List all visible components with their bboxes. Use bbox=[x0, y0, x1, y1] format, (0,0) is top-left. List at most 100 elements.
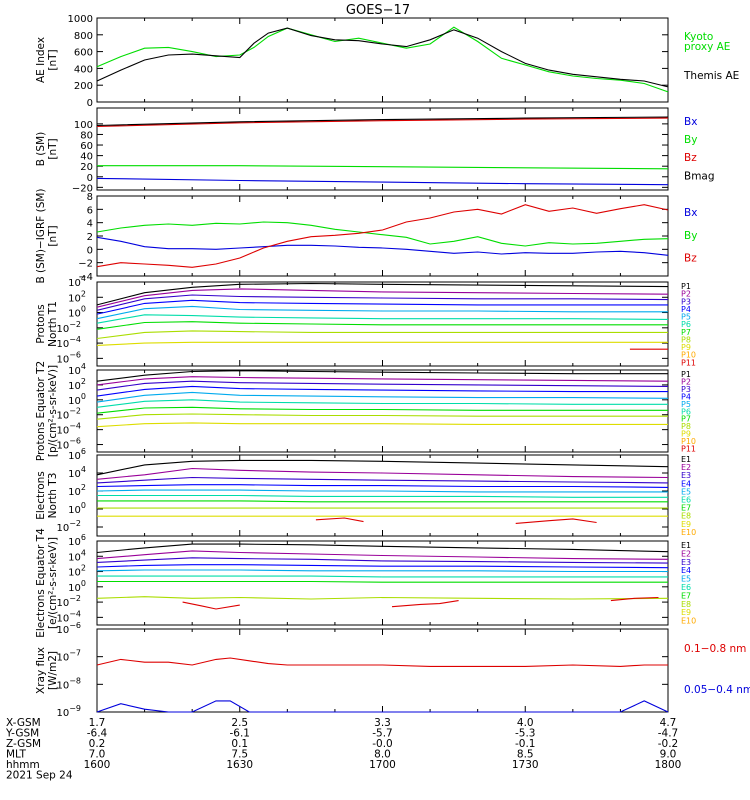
series-line bbox=[96, 116, 669, 127]
y-tick-label: 10−7 bbox=[56, 649, 81, 664]
panel-dbs: −4 −2 0 2 4 6 8 B (SM)−IGRF (SM) [nT] Bx By Bz bbox=[35, 188, 697, 283]
legend-label: E2 bbox=[681, 549, 691, 558]
legend-label: By bbox=[684, 230, 697, 242]
legend-label: 0.05−0.4 nm bbox=[684, 684, 750, 696]
legend-label: E8 bbox=[681, 600, 691, 609]
legend-label: P6 bbox=[681, 407, 691, 416]
y-tick-label: 0 bbox=[87, 98, 93, 109]
y-tick-label: 104 bbox=[68, 548, 86, 563]
series-line bbox=[97, 500, 668, 503]
y-tick-label: 600 bbox=[74, 48, 93, 59]
y-tick-label: 100 bbox=[74, 120, 93, 131]
y-tick-label: 100 bbox=[68, 501, 86, 516]
legend-label: P9 bbox=[681, 430, 691, 439]
series-fragment bbox=[515, 518, 597, 524]
series-line bbox=[96, 314, 669, 324]
series-fragment bbox=[391, 600, 459, 608]
x-row-value: -0.2 bbox=[658, 738, 679, 750]
x-row-value: 7.0 bbox=[89, 749, 106, 761]
y-tick-label: 104 bbox=[68, 465, 86, 480]
series-line bbox=[96, 305, 668, 320]
series-line bbox=[96, 330, 668, 340]
legend-label: P5 bbox=[681, 400, 691, 409]
series-line bbox=[96, 282, 669, 306]
y-tick-label: 40 bbox=[80, 152, 93, 163]
series-line bbox=[96, 27, 669, 88]
legend-label: Bmag bbox=[684, 170, 715, 182]
series-fragment bbox=[315, 517, 364, 523]
series-line bbox=[97, 494, 668, 498]
series-fragment bbox=[182, 601, 240, 610]
panel-frame bbox=[96, 17, 669, 103]
y-tick-label: 8 bbox=[87, 192, 93, 203]
x-row-value: -6.1 bbox=[230, 728, 251, 740]
series-line bbox=[96, 376, 669, 386]
legend-label: E3 bbox=[681, 558, 691, 567]
legend-label: Kyoto bbox=[684, 31, 713, 43]
legend-label: P3 bbox=[681, 297, 691, 306]
x-row-value: 8.0 bbox=[374, 749, 391, 761]
legend-label: Bz bbox=[684, 253, 697, 265]
x-row-value: 1730 bbox=[512, 759, 539, 771]
series-line bbox=[96, 413, 668, 420]
series-line bbox=[96, 476, 669, 484]
legend-label: Bx bbox=[684, 116, 697, 128]
x-row-value: 0.2 bbox=[89, 738, 106, 750]
y-axis-label: [nT] bbox=[47, 49, 59, 70]
legend-label: P10 bbox=[681, 437, 696, 446]
legend-label: P1 bbox=[681, 282, 691, 291]
y-tick-label: 104 bbox=[68, 362, 86, 377]
legend-label: E7 bbox=[681, 591, 691, 600]
y-axis-label: AE Index bbox=[35, 37, 47, 83]
legend-label: E6 bbox=[681, 496, 691, 505]
series-line bbox=[96, 221, 669, 247]
y-tick-label: 104 bbox=[68, 274, 86, 289]
legend-label: E8 bbox=[681, 512, 691, 521]
legend-label: P1 bbox=[681, 370, 691, 379]
x-row-value: 4.7 bbox=[660, 717, 677, 729]
legend-label: P7 bbox=[681, 415, 691, 424]
series-line bbox=[96, 467, 669, 480]
legend-label: E5 bbox=[681, 575, 691, 584]
x-row-label: hhmm bbox=[6, 759, 40, 771]
legend-label: P8 bbox=[681, 422, 691, 431]
series-line bbox=[97, 580, 668, 583]
x-row-value: -0.1 bbox=[515, 738, 536, 750]
legend-label: E1 bbox=[681, 541, 691, 550]
legend-label: P9 bbox=[681, 343, 691, 352]
y-axis-label: [e/(cm²-s-sr-keV)] bbox=[47, 537, 59, 629]
y-tick-label: 10−4 bbox=[56, 422, 81, 437]
series-line bbox=[96, 569, 668, 573]
y-tick-label: 200 bbox=[74, 81, 93, 92]
y-tick-label: 60 bbox=[80, 141, 93, 152]
y-tick-label: 10−6 bbox=[56, 350, 81, 365]
x-row-value: 4.0 bbox=[517, 717, 534, 729]
y-tick-label: 102 bbox=[68, 377, 86, 392]
series-line bbox=[96, 380, 669, 391]
y-axis-label: [nT] bbox=[47, 138, 59, 159]
legend-label: E3 bbox=[681, 471, 691, 480]
x-row-label: Y-GSM bbox=[5, 728, 39, 740]
x-row-label: MLT bbox=[6, 749, 26, 761]
x-row-value: 1.7 bbox=[89, 717, 106, 729]
series-line bbox=[96, 657, 668, 667]
y-axis-label: Protons bbox=[35, 304, 47, 343]
series-line bbox=[96, 236, 669, 256]
legend-label: P2 bbox=[681, 377, 691, 386]
series-line bbox=[96, 484, 669, 488]
y-axis-label: [nT] bbox=[47, 225, 59, 246]
y-tick-label: 20 bbox=[80, 162, 93, 173]
legend-label: Themis AE bbox=[683, 70, 739, 82]
y-axis-label: B (SM) bbox=[35, 132, 47, 166]
x-row-value: -0.0 bbox=[372, 738, 393, 750]
y-tick-label: 10−2 bbox=[56, 320, 81, 335]
legend-label: E9 bbox=[681, 608, 691, 617]
y-axis-label: North T1 bbox=[47, 301, 59, 347]
y-tick-label: 10−6 bbox=[56, 437, 81, 452]
x-axis-annotation: X-GSM 1.7 2.5 3.3 4.0 4.7 Y-GSM -6.4 -6.1 -5.7 -5.… bbox=[5, 717, 681, 782]
y-axis-label: B (SM)−IGRF (SM) bbox=[35, 188, 47, 283]
y-tick-label: 100 bbox=[68, 392, 86, 407]
series-line bbox=[96, 177, 669, 186]
